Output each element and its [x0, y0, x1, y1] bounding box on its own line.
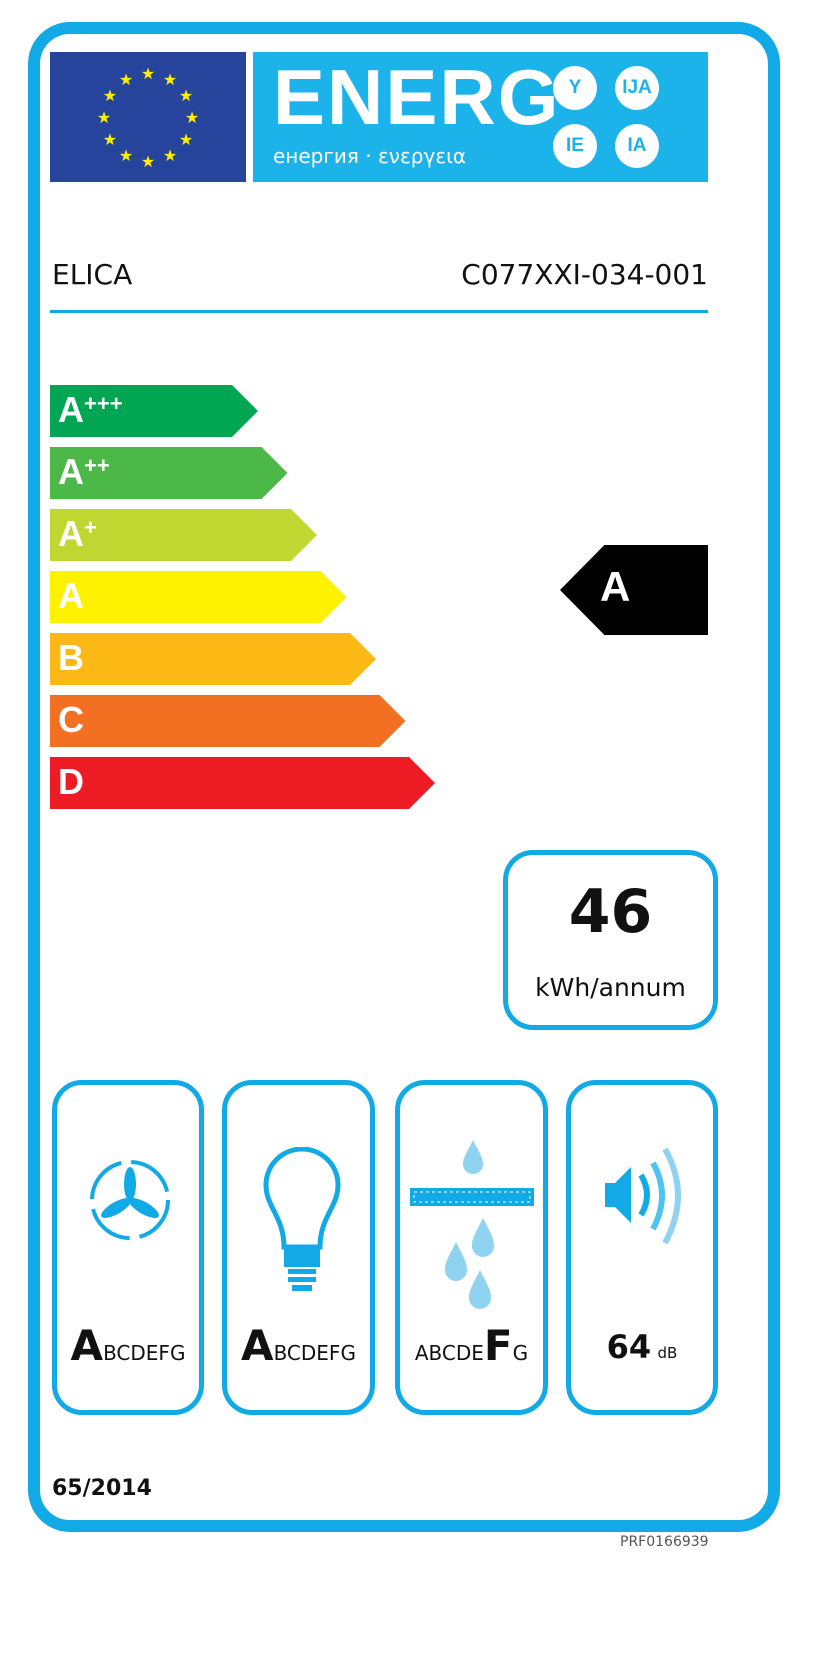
energy-class-label: C — [58, 699, 84, 740]
suffix-y: Y — [553, 66, 597, 110]
fan-efficiency-box: ABCDEFG — [52, 1080, 204, 1415]
svg-text:★: ★ — [119, 146, 133, 165]
model-id: C077XXI-034-001 — [461, 258, 708, 291]
energy-class-label: A — [58, 575, 84, 616]
lighting-class: ABCDEFG — [241, 1321, 356, 1370]
noise-box: 64 dB — [566, 1080, 718, 1415]
grease-filter-class: ABCDEFG — [414, 1321, 529, 1370]
energy-class-label: A++ — [58, 451, 110, 492]
energy-class-bar: A+++ — [50, 385, 258, 437]
suffix-ie: IE — [553, 124, 597, 168]
svg-text:★: ★ — [163, 146, 177, 165]
energy-class-bar: D — [50, 757, 435, 809]
grease-filter-icon — [410, 1140, 534, 1309]
svg-text:★: ★ — [119, 70, 133, 89]
consumption-value: 46 — [568, 877, 653, 947]
divider — [50, 310, 708, 313]
svg-text:★: ★ — [103, 130, 117, 149]
grease-filter-box: ABCDEFG — [395, 1080, 548, 1415]
svg-text:★: ★ — [179, 86, 193, 105]
header-subtitle: енергия · ενεργεια — [273, 144, 467, 168]
label-frame — [28, 22, 780, 1532]
fan-class: ABCDEFG — [70, 1321, 186, 1370]
energy-class-bar: C — [50, 695, 406, 747]
product-code: PRF0166939 — [620, 1534, 709, 1550]
suffix-ia: IA — [615, 124, 659, 168]
svg-text:★: ★ — [141, 152, 155, 171]
svg-text:★: ★ — [185, 108, 199, 127]
energy-class-bar: A+ — [50, 509, 317, 561]
svg-text:★: ★ — [179, 130, 193, 149]
consumption-box: 46 kWh/annum — [503, 850, 718, 1030]
svg-text:★: ★ — [103, 86, 117, 105]
rating-class: A — [600, 563, 631, 610]
svg-text:★: ★ — [141, 64, 155, 83]
eu-stars-icon: ★ ★★★★★★★★★★★ — [97, 64, 199, 171]
fan-icon — [90, 1160, 170, 1240]
speaker-icon — [605, 1147, 681, 1245]
energy-class-label: B — [58, 637, 84, 678]
eu-flag: ★ ★ ★ ★ ★ ★ ★ ★ ★ ★ ★ ★ — [50, 52, 246, 182]
header-title: ENERG — [273, 53, 561, 141]
energy-class-bar: A — [50, 571, 347, 623]
energy-class-label: D — [58, 761, 84, 802]
energy-class-label: A+++ — [58, 389, 123, 430]
light-bulb-icon — [263, 1147, 341, 1291]
consumption-unit: kWh/annum — [535, 973, 686, 1002]
energy-class-label: A+ — [58, 513, 97, 554]
regulation-number: 65/2014 — [52, 1476, 152, 1501]
svg-text:★: ★ — [97, 108, 111, 127]
lighting-efficiency-box: ABCDEFG — [222, 1080, 375, 1415]
svg-text:★: ★ — [163, 70, 177, 89]
suffix-ija: IJA — [615, 66, 659, 110]
energy-class-bar: B — [50, 633, 376, 685]
energy-header: ENERG енергия · ενεργεια Y IJA IE IA — [253, 52, 708, 182]
noise-level: 64 dB — [606, 1328, 678, 1366]
supplier-name: ELICA — [52, 258, 133, 291]
energy-class-bar: A++ — [50, 447, 288, 499]
